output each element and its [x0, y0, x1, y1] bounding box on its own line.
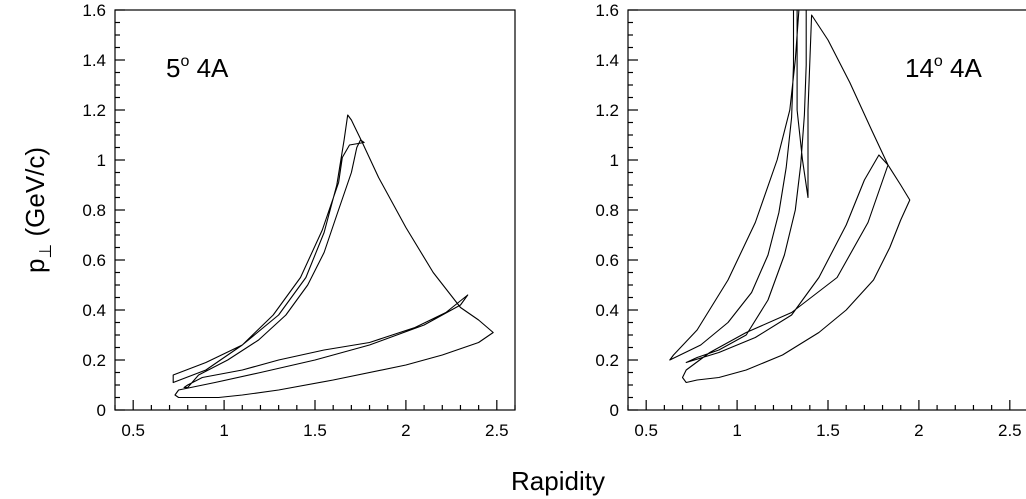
panel-label: 5o 4A — [166, 53, 229, 83]
panel-5deg: 0.5 1 1.5 2 2.5 0 0.2 0.4 0.6 0.8 1 1.2 1.4 1.6 5o 4A — [82, 1, 516, 440]
x-tick-label: 1 — [219, 421, 228, 440]
x-tick-label: 2.5 — [485, 421, 509, 440]
panel-14deg: 0.5 1 1.5 2 2.5 0 0.2 0.4 0.6 0.8 1 1.2 1.4 1.6 14o 4… — [595, 1, 1026, 440]
y-tick-label: 0.6 — [595, 251, 619, 270]
y-tick-label: 1 — [97, 151, 106, 170]
x-axis-title: Rapidity — [511, 466, 605, 496]
x-tick-label: 1.5 — [816, 421, 840, 440]
y-tick-label: 0.2 — [595, 351, 619, 370]
y-tick-label: 1.2 — [595, 101, 619, 120]
contour-series — [669, 9, 911, 384]
y-tick-label: 1.6 — [82, 1, 106, 20]
x-tick-label: 2 — [401, 421, 410, 440]
y-tick-label: 1 — [610, 151, 619, 170]
y-tick-label: 0.4 — [595, 301, 619, 320]
y-tick-label: 0.2 — [82, 351, 106, 370]
axis-ticks — [627, 9, 1011, 411]
panel-label: 14o 4A — [905, 53, 983, 83]
y-tick-label: 1.4 — [595, 51, 619, 70]
y-tick-label: 1.6 — [595, 1, 619, 20]
acceptance-contour — [669, 9, 911, 384]
x-tick-label: 1.5 — [303, 421, 327, 440]
y-tick-label: 0.6 — [82, 251, 106, 270]
acceptance-contour — [172, 114, 494, 399]
x-tick-label: 0.5 — [121, 421, 145, 440]
x-tick-label: 0.5 — [634, 421, 658, 440]
axis-tick-labels: 0.5 1 1.5 2 2.5 0 0.2 0.4 0.6 0.8 1 1.2 1.4 1.6 — [82, 1, 508, 440]
y-tick-label: 0.8 — [595, 201, 619, 220]
y-tick-label: 0.8 — [82, 201, 106, 220]
x-tick-label: 1 — [732, 421, 741, 440]
y-tick-label: 1.4 — [82, 51, 106, 70]
axis-ticks — [114, 9, 516, 411]
y-tick-label: 0 — [97, 401, 106, 420]
y-tick-label: 0 — [610, 401, 619, 420]
x-tick-label: 2 — [914, 421, 923, 440]
contour-series — [172, 114, 494, 399]
y-tick-label: 0.4 — [82, 301, 106, 320]
x-tick-label: 2.5 — [998, 421, 1022, 440]
y-axis-title: p⊥ (GeV/c) — [20, 147, 55, 273]
axis-tick-labels: 0.5 1 1.5 2 2.5 0 0.2 0.4 0.6 0.8 1 1.2 1.4 1.6 — [595, 1, 1021, 440]
y-tick-label: 1.2 — [82, 101, 106, 120]
